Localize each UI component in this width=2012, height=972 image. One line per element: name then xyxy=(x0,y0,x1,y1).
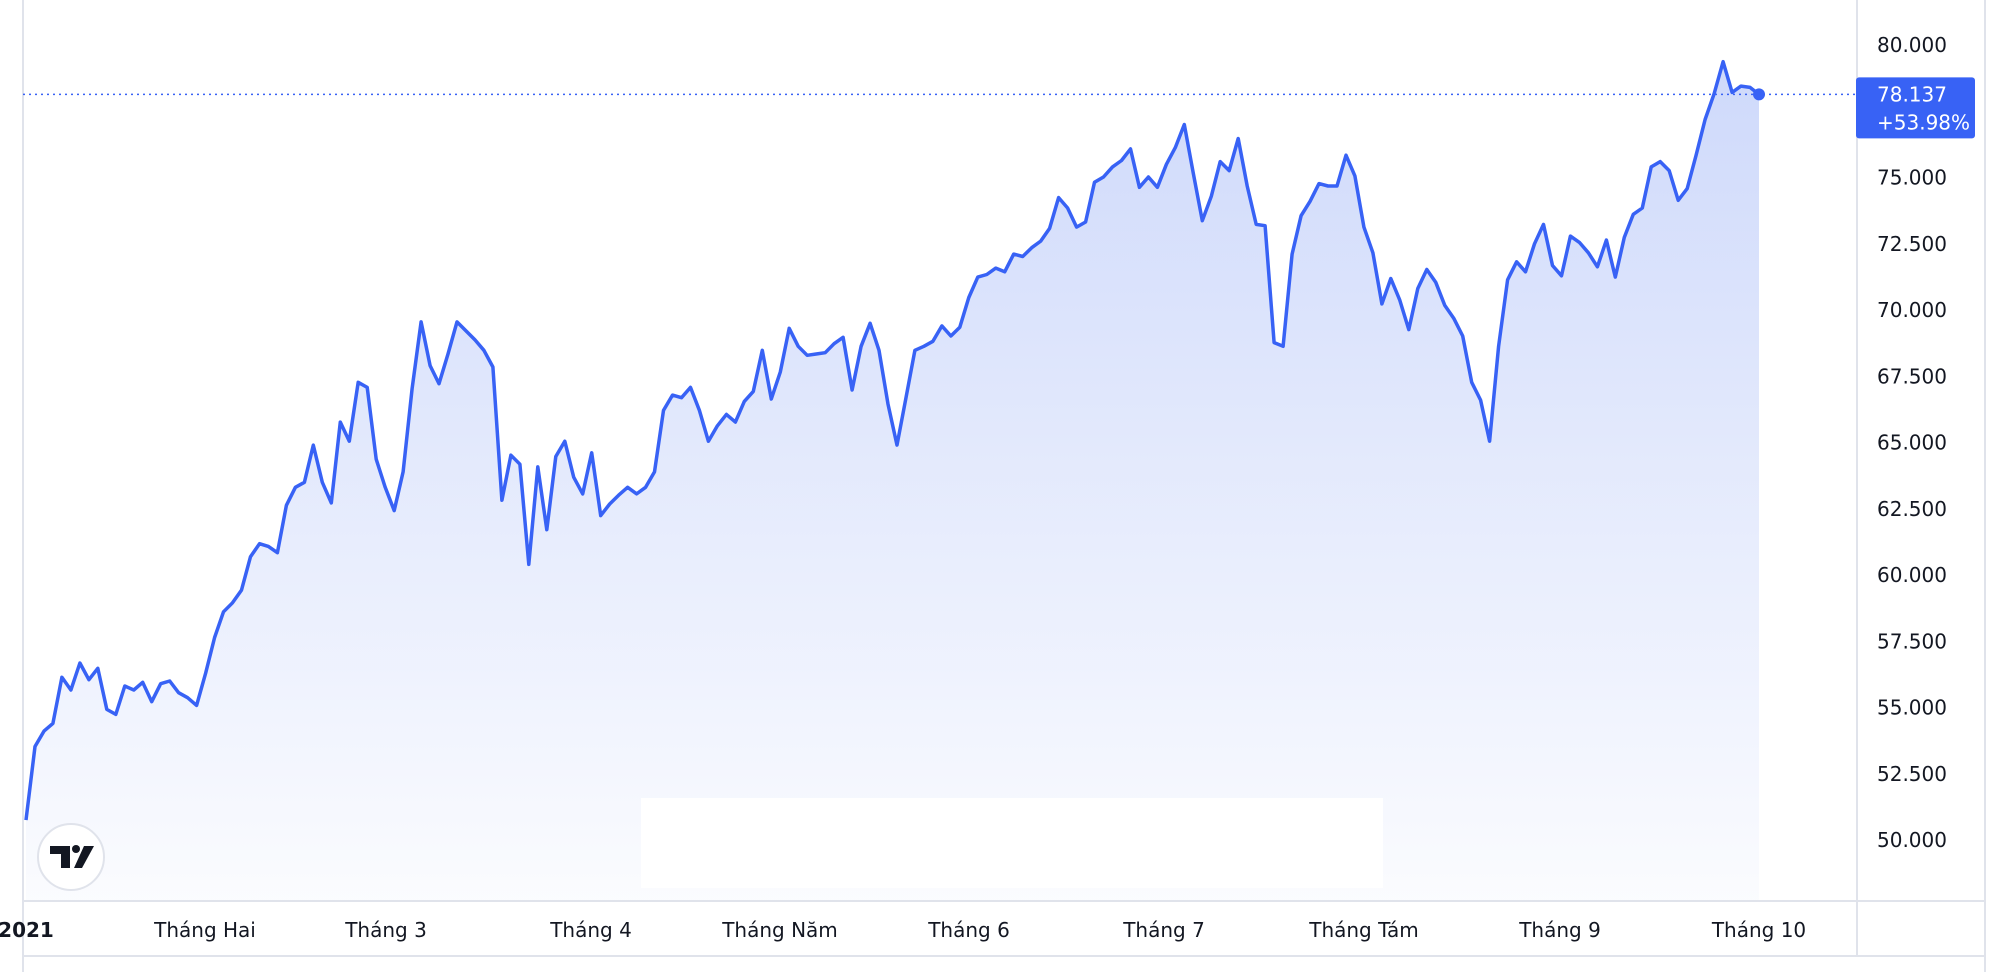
x-tick-label: Tháng 9 xyxy=(1518,918,1601,942)
x-tick-label: Tháng 3 xyxy=(344,918,427,942)
y-tick-label: 80.000 xyxy=(1877,33,1947,57)
x-tick-label: 2021 xyxy=(0,918,54,942)
price-line xyxy=(24,59,1761,821)
last-point-marker xyxy=(1753,88,1765,101)
y-tick-label: 70.000 xyxy=(1877,298,1947,322)
last-price-badge: 78.137 +53.98% xyxy=(1856,77,1975,139)
x-tick-label: Tháng 10 xyxy=(1711,918,1806,942)
x-tick-label: Tháng 4 xyxy=(549,918,632,942)
x-tick-label: Tháng 6 xyxy=(927,918,1010,942)
y-tick-label: 72.500 xyxy=(1877,232,1947,256)
price-axis[interactable]: 80.000 75.000 72.500 70.000 67.500 65.000 62.5… xyxy=(1877,33,1947,852)
y-tick-label: 52.500 xyxy=(1877,762,1947,786)
y-tick-label: 75.000 xyxy=(1877,166,1947,190)
x-tick-label: Tháng Năm xyxy=(721,918,838,942)
area-fill xyxy=(26,61,1759,900)
y-tick-label: 62.500 xyxy=(1877,497,1947,521)
y-tick-label: 55.000 xyxy=(1877,696,1947,720)
x-tick-label: Tháng 7 xyxy=(1122,918,1205,942)
y-tick-label: 57.500 xyxy=(1877,629,1947,653)
y-tick-label: 65.000 xyxy=(1877,431,1947,455)
last-value-label: 78.137 xyxy=(1877,82,1947,106)
last-change-label: +53.98% xyxy=(1877,110,1970,134)
x-tick-label: Tháng Tám xyxy=(1308,918,1419,942)
blank-overlay xyxy=(641,798,1383,888)
x-tick-label: Tháng Hai xyxy=(153,918,256,942)
y-tick-label: 50.000 xyxy=(1877,828,1947,852)
y-tick-label: 60.000 xyxy=(1877,563,1947,587)
axes-frame xyxy=(22,0,1986,972)
y-tick-label: 67.500 xyxy=(1877,364,1947,388)
tradingview-logo[interactable] xyxy=(37,823,105,891)
time-axis[interactable]: 2021 Tháng Hai Tháng 3 Tháng 4 Tháng Năm Thán… xyxy=(0,918,1806,942)
